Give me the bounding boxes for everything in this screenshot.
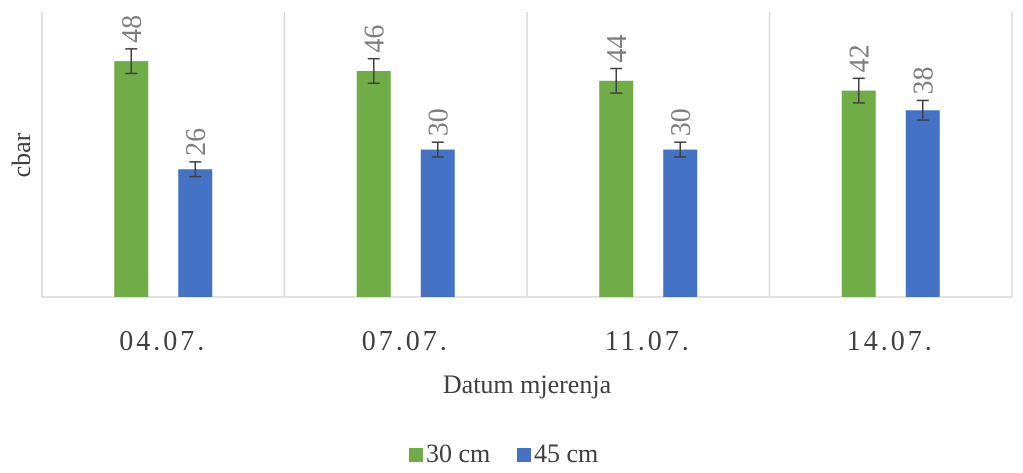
data-label: 46 [360, 25, 391, 53]
legend: 30 cm 45 cm [409, 439, 598, 468]
data-label: 44 [602, 35, 633, 63]
x-tick-label: 11.07. [605, 326, 692, 357]
data-label: 30 [424, 108, 455, 136]
bar [356, 70, 391, 297]
x-tick-label: 14.07. [847, 326, 935, 357]
bar [841, 90, 876, 297]
x-tick-label: 04.07. [119, 326, 207, 357]
legend-label: 30 cm [426, 439, 490, 468]
y-axis-title: cbar [7, 132, 36, 177]
data-label: 42 [845, 44, 876, 72]
legend-label: 45 cm [534, 439, 598, 468]
bar [114, 61, 149, 297]
bar [178, 169, 213, 297]
data-label: 38 [909, 66, 940, 94]
data-label: 30 [666, 108, 697, 136]
data-label: 26 [181, 128, 212, 156]
bar [905, 110, 940, 297]
legend-swatch [409, 448, 423, 462]
legend-swatch [517, 448, 531, 462]
data-label: 48 [117, 15, 148, 43]
x-tick-label: 07.07. [362, 326, 450, 357]
bar [663, 149, 698, 297]
error-bars-group [125, 48, 929, 178]
bars-group [114, 61, 940, 297]
x-axis-title: Datum mjerenja [443, 370, 612, 399]
category-separators [41, 12, 1013, 297]
x-tick-labels: 04.07. 07.07. 11.07. 14.07. [119, 326, 935, 357]
bar [599, 80, 634, 297]
data-labels-group: 48 26 46 30 44 30 42 38 [117, 15, 940, 156]
bar [420, 149, 455, 297]
